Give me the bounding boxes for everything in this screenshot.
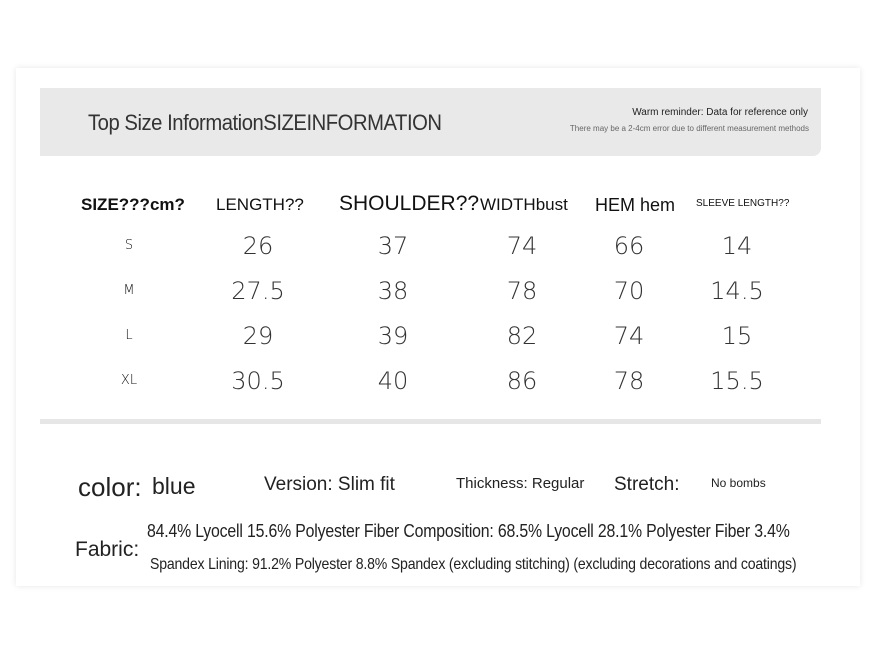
table-cell: 74: [613, 322, 645, 350]
table-cell: 29: [242, 322, 274, 350]
page-title: Top Size InformationSIZEINFORMATION: [88, 110, 442, 135]
table-cell: 74: [506, 232, 538, 260]
table-cell: 15: [721, 322, 753, 350]
color-value: blue: [152, 473, 196, 499]
header-length: LENGTH??: [216, 195, 304, 214]
table-cell: 39: [377, 322, 409, 350]
stretch-label: Stretch:: [614, 474, 680, 495]
table-cell: 66: [613, 232, 645, 260]
header-size: SIZE???cm?: [81, 195, 185, 214]
reference-reminder: Warm reminder: Data for reference only: [632, 107, 808, 118]
header-width: WIDTHbust: [480, 195, 568, 214]
table-cell: 40: [377, 367, 409, 395]
fabric-label: Fabric:: [75, 538, 140, 561]
table-cell: 30.5: [231, 367, 285, 395]
table-cell: 14.5: [710, 277, 764, 305]
table-cell: 37: [377, 232, 409, 260]
size-info-header: [40, 88, 821, 156]
table-cell: 38: [377, 277, 409, 305]
table-cell: 15.5: [710, 367, 764, 395]
table-cell: 14: [721, 232, 753, 260]
header-sleeve-length: SLEEVE LENGTH??: [696, 198, 790, 209]
stretch-value: No bombs: [711, 476, 766, 490]
size-label: XL: [120, 373, 138, 388]
table-cell: 78: [613, 367, 645, 395]
table-cell: 78: [506, 277, 538, 305]
size-label: L: [125, 328, 133, 343]
header-shoulder: SHOULDER??: [339, 192, 480, 215]
size-label: S: [124, 238, 134, 253]
fabric-composition-line-2: Spandex Lining: 91.2% Polyester 8.8% Spa…: [150, 556, 797, 573]
table-cell: 86: [506, 367, 538, 395]
measurement-error-note: There may be a 2-4cm error due to differ…: [569, 124, 809, 133]
table-cell: 82: [506, 322, 538, 350]
size-label: M: [123, 283, 135, 298]
version-text: Version: Slim fit: [264, 474, 395, 495]
header-hem: HEM hem: [595, 195, 676, 215]
divider: [40, 419, 821, 424]
table-cell: 27.5: [231, 277, 285, 305]
fabric-composition-line-1: 84.4% Lyocell 15.6% Polyester Fiber Comp…: [147, 521, 790, 541]
table-cell: 70: [613, 277, 645, 305]
table-cell: 26: [242, 232, 274, 260]
color-label: color:: [78, 472, 142, 502]
thickness-text: Thickness: Regular: [456, 475, 585, 492]
